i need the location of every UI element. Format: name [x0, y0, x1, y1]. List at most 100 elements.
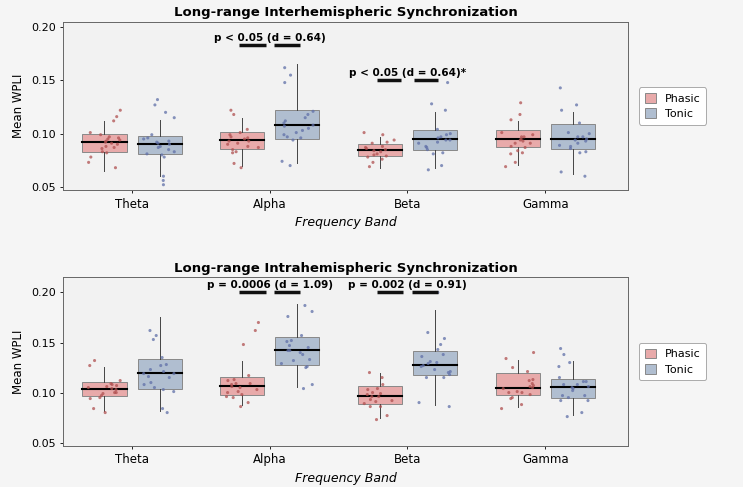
Point — [374, 148, 386, 156]
Point — [574, 149, 585, 157]
Point — [307, 108, 319, 115]
Text: p < 0.05 (d = 0.64): p < 0.05 (d = 0.64) — [214, 33, 325, 43]
Point — [287, 136, 299, 144]
Point — [418, 362, 429, 370]
Point — [514, 111, 526, 118]
Point — [224, 131, 236, 139]
Title: Long-range Interhemispheric Synchronization: Long-range Interhemispheric Synchronizat… — [174, 6, 517, 19]
Point — [142, 134, 154, 142]
Y-axis label: Mean WPLI: Mean WPLI — [12, 329, 25, 393]
Point — [374, 390, 386, 397]
Point — [576, 409, 588, 416]
Point — [278, 131, 290, 139]
Point — [580, 137, 591, 145]
Point — [158, 368, 169, 375]
Point — [285, 71, 296, 79]
Point — [295, 134, 307, 142]
Point — [516, 149, 528, 157]
Point — [101, 383, 113, 391]
Point — [567, 387, 579, 394]
Point — [233, 388, 244, 395]
Point — [149, 384, 160, 392]
Point — [432, 289, 444, 297]
Point — [279, 117, 291, 125]
Point — [250, 327, 262, 335]
Point — [444, 130, 456, 137]
Point — [242, 399, 254, 407]
Point — [158, 153, 170, 161]
Point — [147, 336, 159, 343]
Point — [527, 131, 539, 139]
Point — [374, 403, 386, 411]
Point — [422, 166, 434, 174]
Bar — [413, 351, 457, 375]
Point — [223, 137, 235, 145]
Point — [226, 381, 238, 389]
Point — [571, 101, 583, 109]
Point — [368, 147, 380, 154]
Point — [426, 100, 438, 108]
Point — [299, 114, 311, 122]
Point — [279, 79, 291, 87]
Point — [505, 143, 517, 150]
Point — [156, 151, 168, 159]
Point — [88, 356, 100, 364]
Point — [507, 393, 519, 401]
Bar — [413, 131, 457, 150]
Point — [137, 370, 149, 377]
Bar — [275, 337, 319, 365]
Point — [442, 369, 454, 376]
Point — [106, 385, 117, 393]
Point — [113, 134, 125, 142]
Point — [358, 129, 370, 136]
Point — [572, 139, 584, 147]
Point — [516, 133, 528, 141]
Point — [82, 158, 94, 166]
Point — [371, 416, 383, 424]
Point — [302, 344, 314, 352]
Point — [516, 389, 528, 396]
Point — [85, 153, 97, 161]
Point — [380, 152, 392, 160]
Point — [239, 135, 250, 143]
Point — [519, 144, 531, 151]
Point — [251, 386, 263, 393]
Point — [114, 106, 126, 114]
Point — [555, 397, 567, 405]
Point — [358, 400, 370, 408]
Point — [565, 145, 577, 152]
Point — [361, 391, 373, 398]
Point — [505, 116, 517, 124]
Point — [496, 129, 507, 136]
Point — [376, 374, 388, 381]
Point — [108, 389, 120, 396]
Point — [580, 148, 591, 156]
Point — [386, 397, 398, 405]
Point — [168, 114, 180, 122]
Point — [562, 393, 574, 401]
Point — [304, 356, 316, 363]
Point — [141, 150, 153, 158]
Point — [163, 146, 175, 153]
Point — [230, 148, 242, 156]
Point — [297, 385, 309, 393]
Point — [429, 366, 441, 374]
Point — [381, 412, 393, 419]
Point — [497, 385, 509, 393]
Point — [163, 137, 175, 145]
Point — [307, 121, 319, 129]
Point — [413, 399, 425, 407]
Point — [110, 389, 122, 396]
Bar — [82, 133, 126, 152]
Point — [515, 135, 527, 143]
Point — [163, 140, 175, 148]
Point — [103, 133, 115, 141]
Point — [276, 157, 288, 165]
Point — [284, 347, 296, 355]
Title: Long-range Intrahemispheric Synchronization: Long-range Intrahemispheric Synchronizat… — [174, 262, 517, 275]
Point — [416, 353, 428, 360]
Point — [236, 391, 248, 398]
Point — [432, 134, 444, 142]
Point — [566, 384, 578, 392]
Point — [88, 405, 100, 412]
